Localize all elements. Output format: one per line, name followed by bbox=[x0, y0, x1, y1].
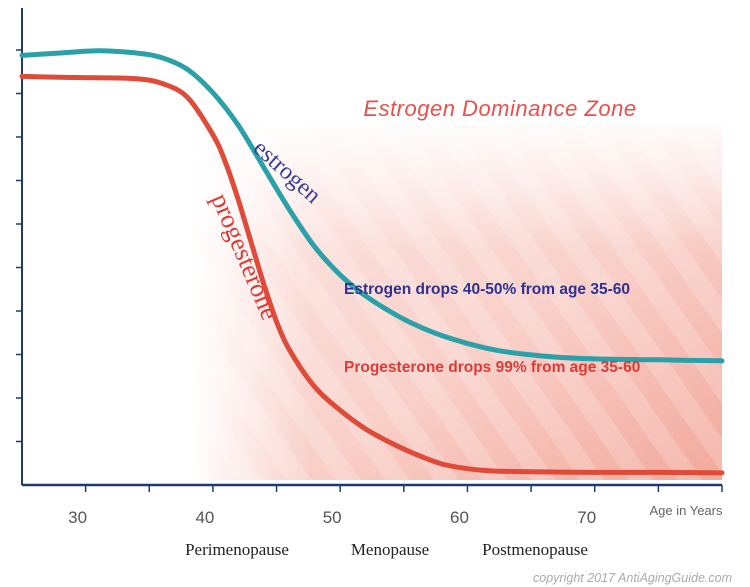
progesterone-line bbox=[19, 73, 725, 476]
phase-label-postmenopause: Postmenopause bbox=[482, 540, 588, 559]
x-tick-label: 40 bbox=[195, 508, 214, 527]
series-layer bbox=[19, 48, 725, 476]
x-tick-label: 30 bbox=[68, 508, 87, 527]
estrogen-drop-note: Estrogen drops 40-50% from age 35-60 bbox=[344, 281, 630, 298]
progesterone-drop-note: Progesterone drops 99% from age 35-60 bbox=[344, 359, 640, 376]
x-tick-label: 70 bbox=[577, 508, 596, 527]
estrogen-dominance-zone bbox=[190, 125, 722, 480]
copyright-text: copyright 2017 AntiAgingGuide.com bbox=[533, 571, 732, 585]
phase-label-perimenopause: Perimenopause bbox=[185, 540, 289, 559]
x-tick-label: 50 bbox=[323, 508, 342, 527]
x-tick-label: 60 bbox=[450, 508, 469, 527]
zone-title: Estrogen Dominance Zone bbox=[363, 96, 636, 121]
y-axis-ticks bbox=[16, 49, 22, 443]
x-axis-title: Age in Years bbox=[649, 503, 723, 518]
estrogen-line bbox=[19, 48, 725, 364]
x-axis-ticks: 30 40 50 60 70 bbox=[68, 485, 723, 527]
phase-label-menopause: Menopause bbox=[351, 540, 429, 559]
